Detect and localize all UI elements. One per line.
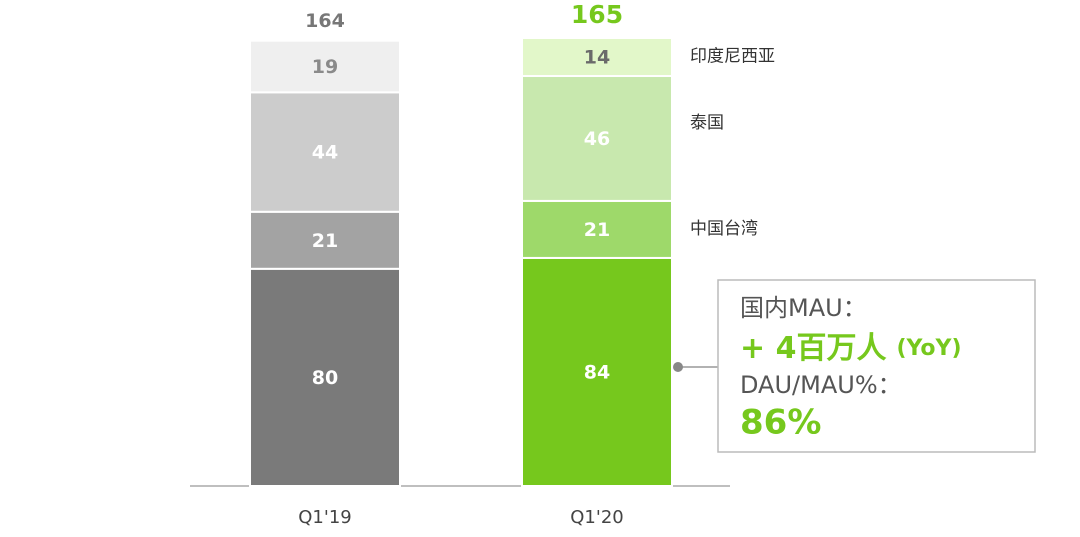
callout-dot bbox=[673, 362, 683, 372]
segment-label: 14 bbox=[584, 47, 610, 69]
bar-segment bbox=[521, 75, 673, 202]
bar-segment bbox=[249, 91, 401, 213]
x-tick-label: Q1'20 bbox=[570, 507, 623, 528]
bar-segment bbox=[521, 37, 673, 78]
legend-label: 印度尼西亚 bbox=[690, 47, 775, 67]
total-label: 165 bbox=[571, 0, 623, 29]
bar-segment bbox=[249, 210, 401, 270]
segment-label: 80 bbox=[312, 367, 338, 389]
segment-label: 84 bbox=[584, 361, 610, 383]
segment-label: 19 bbox=[312, 56, 338, 78]
callout-text: 国内MAU： bbox=[740, 294, 867, 322]
callout-text: DAU/MAU%： bbox=[740, 371, 902, 399]
bar-segment bbox=[521, 256, 673, 487]
segment-label: 44 bbox=[312, 142, 338, 164]
callout-highlight: + 4百万人 (YoY) bbox=[740, 331, 962, 366]
bar-segment bbox=[249, 39, 401, 94]
legend-label: 泰国 bbox=[690, 113, 724, 133]
segment-label: 46 bbox=[584, 128, 610, 150]
callout-note: (YoY) bbox=[896, 336, 961, 361]
segment-label: 21 bbox=[312, 230, 338, 252]
callout-box bbox=[717, 279, 1036, 453]
x-tick-label: Q1'19 bbox=[298, 507, 351, 528]
legend-label: 中国台湾 bbox=[690, 219, 758, 239]
callout-highlight: 86% bbox=[740, 403, 821, 443]
bar-segment bbox=[521, 199, 673, 259]
callout-highlight: + 4百万人 bbox=[740, 331, 886, 366]
segment-label: 21 bbox=[584, 219, 610, 241]
total-label: 164 bbox=[305, 10, 345, 32]
